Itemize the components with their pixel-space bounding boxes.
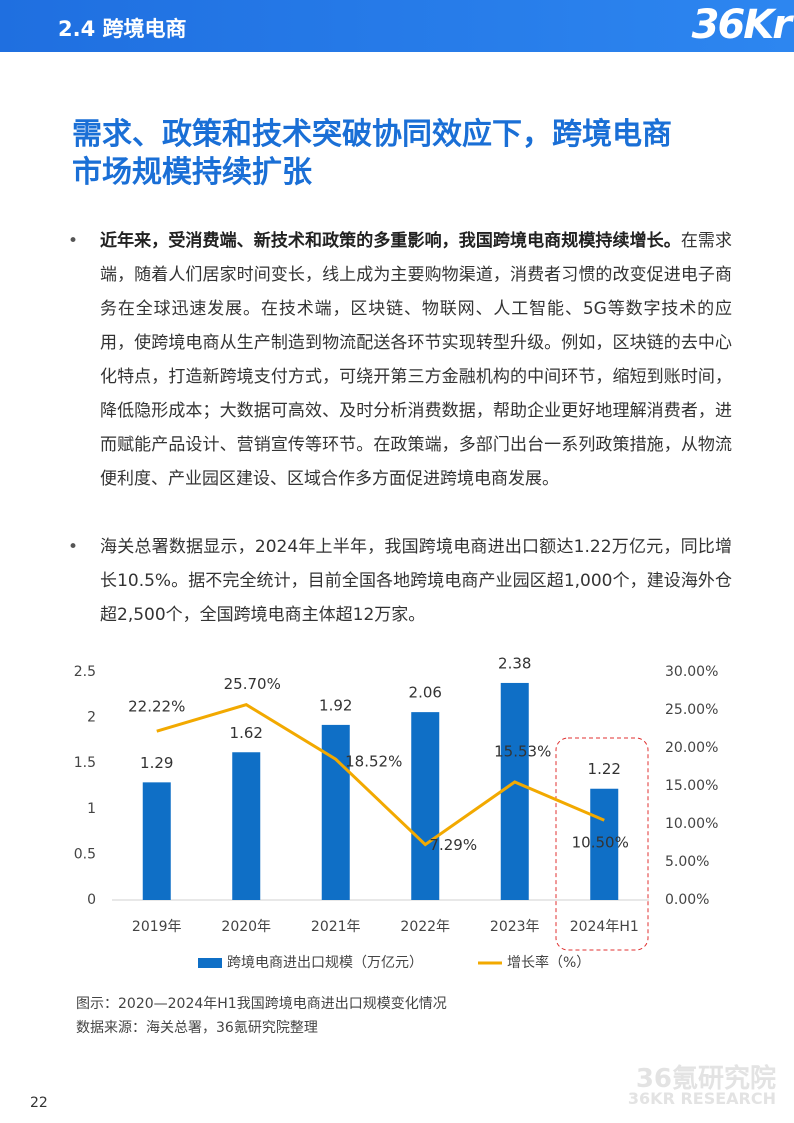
legend-label: 增长率（%） (507, 954, 590, 971)
legend-swatch (198, 958, 222, 968)
y2-tick-label: 20.00% (665, 740, 718, 756)
y-tick-label: 2.5 (74, 664, 96, 680)
y-tick-label: 1.5 (74, 755, 96, 771)
title-line: 需求、政策和技术突破协同效应下，跨境电商 (72, 117, 672, 152)
bar (232, 752, 261, 900)
x-tick-label: 2022年 (400, 919, 450, 935)
x-tick-label: 2021年 (311, 919, 361, 935)
bullet-text: 海关总署数据显示，2024年上半年，我国跨境电商进出口额达1.22万亿元，同比增… (100, 537, 732, 625)
caption: 图示：2020—2024年H1我国跨境电商进出口规模变化情况 (76, 996, 447, 1012)
x-tick-label: 2019年 (132, 919, 182, 935)
line-label: 22.22% (128, 698, 185, 716)
watermark: 36KR RESEARCH (627, 1089, 776, 1108)
y2-tick-label: 15.00% (665, 778, 718, 794)
line-label: 25.70% (224, 675, 281, 693)
y2-tick-label: 30.00% (665, 664, 718, 680)
line (156, 703, 605, 847)
caption: 数据来源：海关总署，36氪研究院整理 (76, 1020, 318, 1036)
bar-label: 2.06 (409, 684, 442, 702)
bullet-lead: 近年来，受消费端、新技术和政策的多重影响，我国跨境电商规模持续增长。 (100, 231, 681, 251)
logo: 36Kr (691, 2, 792, 48)
bar-label: 1.92 (319, 696, 352, 714)
watermark: 36氪研究院 (635, 1064, 776, 1094)
bullet-text: 在需求端，随着人们居家时间变长，线上成为主要购物渠道，消费者习惯的改变促进电子商… (100, 231, 733, 489)
bullet: 近年来，受消费端、新技术和政策的多重影响，我国跨境电商规模持续增长。在需求端，随… (68, 224, 733, 496)
bullet: 海关总署数据显示，2024年上半年，我国跨境电商进出口额达1.22万亿元，同比增… (68, 530, 732, 632)
page-number: 22 (30, 1095, 48, 1111)
y-tick-label: 0 (87, 892, 96, 908)
y2-tick-label: 10.00% (665, 816, 718, 832)
line-label: 15.53% (494, 742, 551, 760)
bar-label: 1.29 (140, 754, 173, 772)
chart: 0 0.5 1 1.5 2 2.5 0.00% 5.00% 10.00% 15.00% 20.00%… (74, 654, 719, 971)
y2-tick-label: 0.00% (665, 892, 709, 908)
line-label: 18.52% (345, 753, 402, 771)
x-tick-label: 2023年 (490, 919, 540, 935)
bar-label: 1.62 (230, 724, 263, 742)
section-title: 2.4 跨境电商 (58, 17, 187, 41)
y2-tick-label: 25.00% (665, 702, 718, 718)
y-tick-label: 2 (87, 710, 96, 726)
bar-label: 2.38 (498, 654, 531, 672)
header-bar: 2.4 跨境电商 36Kr (0, 0, 794, 52)
bar-label: 1.22 (588, 760, 621, 778)
bar (142, 782, 171, 900)
y-tick-label: 1 (87, 801, 96, 817)
legend-label: 跨境电商进出口规模（万亿元） (227, 955, 423, 971)
page-title: 需求、政策和技术突破协同效应下，跨境电商 市场规模持续扩张 (72, 116, 672, 192)
bar (590, 788, 619, 900)
title-line: 市场规模持续扩张 (72, 155, 312, 190)
x-tick-label: 2020年 (221, 919, 271, 935)
y2-tick-label: 5.00% (665, 854, 709, 870)
y-tick-label: 0.5 (74, 846, 96, 862)
bar (321, 724, 350, 900)
bar (500, 682, 529, 900)
x-tick-label: 2024年H1 (570, 919, 639, 935)
line-label: 7.29% (429, 836, 477, 854)
line-label: 10.50% (572, 834, 629, 852)
bar (411, 712, 440, 900)
